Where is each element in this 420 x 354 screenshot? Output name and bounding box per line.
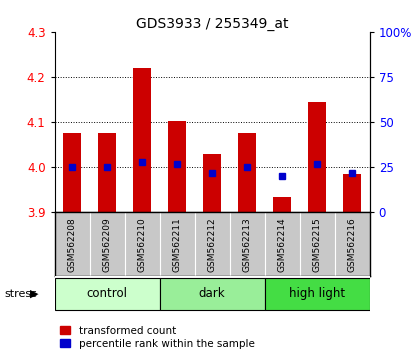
Bar bbox=[134, 68, 151, 212]
Bar bbox=[63, 133, 81, 212]
Bar bbox=[168, 121, 186, 212]
Text: GSM562211: GSM562211 bbox=[173, 217, 181, 272]
Bar bbox=[160, 278, 265, 310]
Bar bbox=[265, 278, 370, 310]
Text: GSM562213: GSM562213 bbox=[243, 217, 252, 272]
Bar bbox=[344, 174, 361, 212]
Bar bbox=[203, 154, 221, 212]
Legend: transformed count, percentile rank within the sample: transformed count, percentile rank withi… bbox=[60, 326, 255, 349]
Bar bbox=[98, 133, 116, 212]
Text: GSM562215: GSM562215 bbox=[312, 217, 322, 272]
Text: control: control bbox=[87, 287, 128, 300]
Text: dark: dark bbox=[199, 287, 226, 300]
Text: GSM562214: GSM562214 bbox=[278, 217, 286, 272]
Text: ▶: ▶ bbox=[30, 289, 39, 299]
Text: GSM562216: GSM562216 bbox=[348, 217, 357, 272]
Text: GSM562209: GSM562209 bbox=[102, 217, 112, 272]
Bar bbox=[55, 278, 160, 310]
Title: GDS3933 / 255349_at: GDS3933 / 255349_at bbox=[136, 17, 289, 31]
Text: GSM562210: GSM562210 bbox=[138, 217, 147, 272]
Bar bbox=[239, 133, 256, 212]
Text: high light: high light bbox=[289, 287, 345, 300]
Text: GSM562212: GSM562212 bbox=[207, 217, 217, 272]
Bar bbox=[308, 102, 326, 212]
Text: stress: stress bbox=[4, 289, 37, 299]
Bar bbox=[273, 196, 291, 212]
Text: GSM562208: GSM562208 bbox=[68, 217, 76, 272]
